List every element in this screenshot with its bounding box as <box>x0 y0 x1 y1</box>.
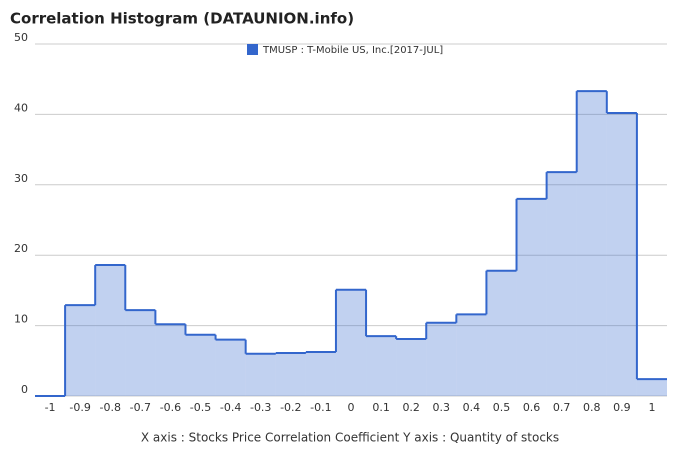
x-tick-label: 1 <box>648 401 655 414</box>
x-tick-label: 0 <box>348 401 355 414</box>
bar <box>636 379 667 396</box>
x-tick-label: -0.2 <box>280 401 301 414</box>
bar <box>396 338 427 396</box>
x-tick-label: -0.4 <box>220 401 241 414</box>
x-tick-label: 0.9 <box>613 401 631 414</box>
y-tick-label: 30 <box>14 172 28 185</box>
bar <box>516 198 547 396</box>
bar <box>335 289 367 396</box>
x-tick-label: -0.6 <box>160 401 181 414</box>
bar <box>215 339 246 396</box>
bar <box>546 172 577 396</box>
axis-caption: X axis : Stocks Price Correlation Coeffi… <box>141 431 559 445</box>
x-tick-label: 0.5 <box>493 401 511 414</box>
x-tick-label: -0.5 <box>190 401 211 414</box>
y-tick-label: 0 <box>21 383 28 396</box>
y-tick-label: 20 <box>14 242 28 255</box>
x-tick-label: 0.2 <box>402 401 420 414</box>
x-tick-label: 0.6 <box>523 401 541 414</box>
bar <box>95 265 126 396</box>
bar <box>125 310 156 396</box>
x-tick-label: -0.3 <box>250 401 271 414</box>
x-tick-label: -0.9 <box>69 401 90 414</box>
x-tick-label: 0.1 <box>372 401 390 414</box>
bar <box>366 336 397 396</box>
y-tick-label: 50 <box>14 31 28 44</box>
bar <box>426 322 457 396</box>
x-tick-label: -0.7 <box>130 401 151 414</box>
bar <box>245 353 276 396</box>
bar <box>305 352 336 396</box>
y-tick-label: 10 <box>14 313 28 326</box>
x-tick-label: -0.1 <box>310 401 331 414</box>
x-tick-label: 0.3 <box>433 401 451 414</box>
bar <box>576 91 607 396</box>
bar <box>185 334 216 396</box>
bar <box>456 314 487 396</box>
bar <box>275 353 306 396</box>
x-tick-label: 0.4 <box>463 401 481 414</box>
bar <box>65 305 96 396</box>
chart-title: Correlation Histogram (DATAUNION.info) <box>10 10 354 28</box>
bar <box>486 270 517 396</box>
bar <box>606 112 637 396</box>
x-tick-label: 0.7 <box>553 401 571 414</box>
bar <box>155 324 186 396</box>
y-tick-label: 40 <box>14 101 28 114</box>
x-tick-label: -0.8 <box>100 401 121 414</box>
x-tick-label: 0.8 <box>583 401 601 414</box>
x-tick-label: -1 <box>45 401 56 414</box>
legend-label: TMUSP : T-Mobile US, Inc.[2017-JUL] <box>262 45 443 56</box>
legend-swatch <box>247 44 258 55</box>
